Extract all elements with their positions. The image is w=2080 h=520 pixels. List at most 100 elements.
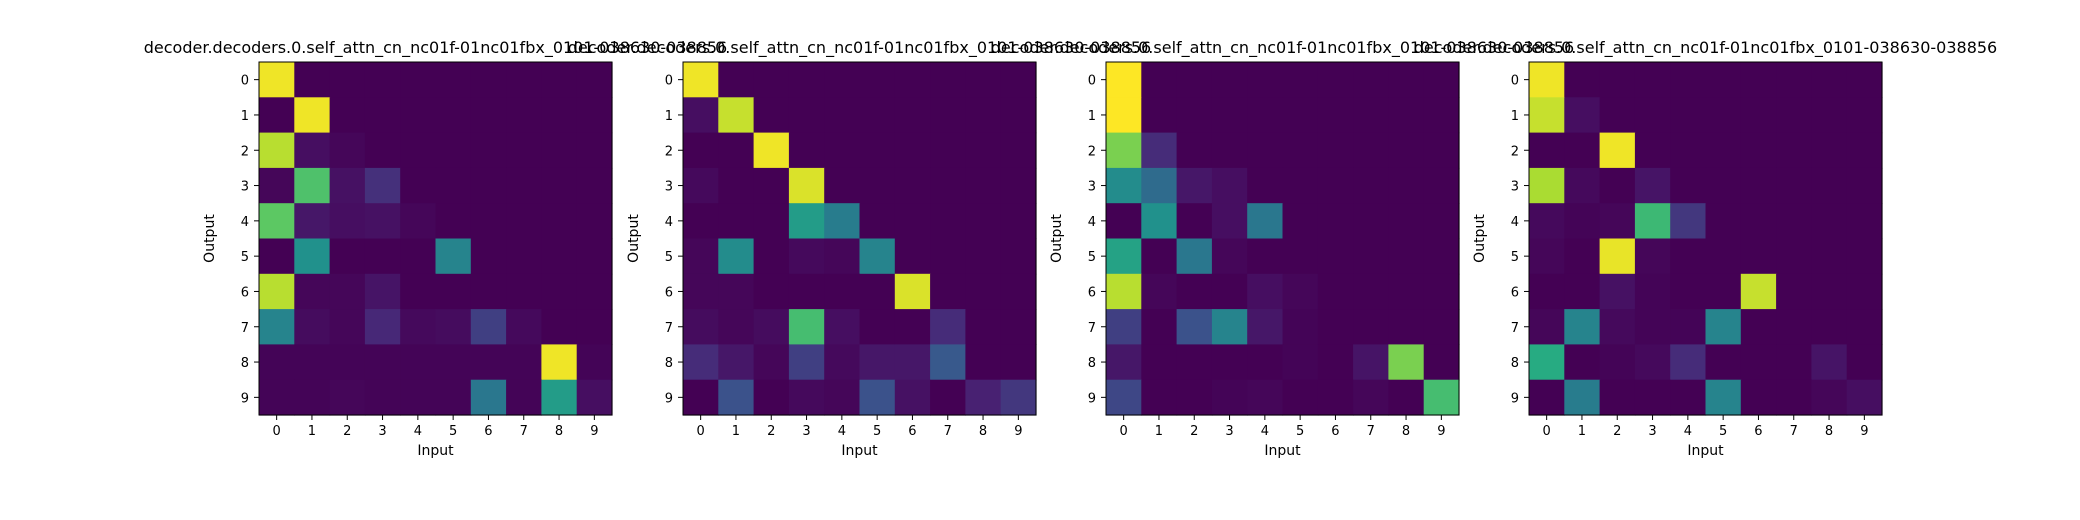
x-tick-label: 9 (1437, 424, 1445, 439)
heatmap-cell-7-5 (1705, 309, 1742, 345)
heatmap-cell-5-3 (1211, 238, 1248, 275)
heatmap-cell-0-2 (1176, 62, 1213, 98)
heatmap-cell-4-9 (1423, 203, 1460, 240)
heatmap-cell-4-5 (859, 203, 896, 240)
heatmap-cell-3-3 (364, 167, 401, 204)
heatmap-cell-4-2 (1176, 203, 1213, 240)
heatmap-cell-0-3 (1211, 62, 1248, 98)
heatmap-cell-6-7 (1353, 273, 1389, 310)
heatmap-cell-5-2 (753, 238, 790, 275)
heatmap-cell-3-2 (753, 167, 790, 204)
chart-title: decoder.decoders.0.self_attn_cn_nc01f-01… (991, 38, 1574, 58)
heatmap-cell-0-5 (859, 62, 896, 98)
heatmap-cell-8-1 (294, 344, 331, 381)
heatmap-cell-9-0 (259, 379, 295, 416)
heatmap-cell-4-8 (1811, 203, 1848, 240)
heatmap-cell-1-0 (683, 97, 719, 134)
heatmap-cell-6-7 (1776, 273, 1812, 310)
heatmap-cell-0-4 (824, 62, 861, 98)
heatmap-cell-5-7 (930, 238, 966, 275)
heatmap-cell-5-5 (1282, 238, 1319, 275)
heatmap-cell-3-8 (541, 167, 578, 204)
heatmap-cell-8-0 (683, 344, 719, 381)
x-tick-label: 4 (414, 424, 422, 439)
x-tick-label: 7 (944, 424, 952, 439)
heatmap-cell-0-9 (1423, 62, 1460, 98)
heatmap-cell-3-0 (259, 167, 295, 204)
heatmap-cell-2-3 (788, 132, 825, 169)
chart-title: decoder.decoders.0.self_attn_cn_nc01f-01… (1414, 38, 1997, 58)
heatmap-cell-7-3 (1211, 309, 1248, 345)
heatmap-cell-2-2 (1599, 132, 1636, 169)
heatmap-cell-8-4 (1247, 344, 1284, 381)
heatmap-cell-9-8 (541, 379, 578, 416)
y-axis-label: Output (202, 214, 218, 263)
y-tick-label: 6 (665, 285, 673, 300)
x-tick-label: 1 (1155, 424, 1163, 439)
heatmap-cell-4-3 (364, 203, 401, 240)
heatmap-cell-6-0 (259, 273, 295, 310)
heatmap-cell-8-3 (1211, 344, 1248, 381)
heatmap-cell-6-2 (1176, 273, 1213, 310)
heatmap-cell-8-4 (400, 344, 437, 381)
heatmap-cell-9-8 (965, 379, 1002, 416)
heatmap-cell-1-7 (930, 97, 966, 134)
heatmap-cell-9-2 (329, 379, 366, 416)
heatmap-cell-1-9 (576, 97, 613, 134)
heatmap-cell-1-9 (1846, 97, 1883, 134)
heatmap-cell-3-1 (1141, 167, 1178, 204)
heatmap-cell-4-2 (753, 203, 790, 240)
heatmap-cell-6-3 (364, 273, 401, 310)
heatmap-cell-1-8 (1811, 97, 1848, 134)
y-tick-label: 1 (241, 109, 249, 124)
x-tick-label: 0 (697, 424, 705, 439)
heatmap-cell-6-6 (470, 273, 507, 310)
heatmap-cell-7-2 (329, 309, 366, 345)
heatmap-cell-4-1 (294, 203, 331, 240)
heatmap-cell-7-3 (1634, 309, 1671, 345)
heatmap-cell-9-6 (894, 379, 931, 416)
heatmap-cell-2-0 (259, 132, 295, 169)
heatmap-cell-1-4 (400, 97, 437, 134)
heatmap-cell-8-1 (1564, 344, 1601, 381)
heatmap-cell-7-1 (718, 309, 755, 345)
heatmap-cell-6-8 (541, 273, 578, 310)
y-tick-label: 7 (241, 321, 249, 336)
heatmap-cell-5-8 (541, 238, 578, 275)
heatmap-cell-3-8 (1388, 167, 1425, 204)
x-tick-label: 3 (802, 424, 810, 439)
heatmap-cell-5-1 (294, 238, 331, 275)
heatmap-cell-6-8 (965, 273, 1002, 310)
heatmap-cell-7-5 (1282, 309, 1319, 345)
x-tick-label: 0 (1543, 424, 1551, 439)
heatmap-cell-0-4 (1247, 62, 1284, 98)
heatmap-cell-8-0 (1106, 344, 1142, 381)
heatmap-cell-5-1 (1564, 238, 1601, 275)
heatmap-cell-7-4 (824, 309, 861, 345)
heatmap-cell-2-6 (1317, 132, 1354, 169)
heatmap-cell-7-6 (470, 309, 507, 345)
x-tick-label: 6 (1331, 424, 1339, 439)
heatmap-cell-8-8 (965, 344, 1002, 381)
heatmap-cell-3-8 (1811, 167, 1848, 204)
x-tick-label: 6 (908, 424, 916, 439)
heatmap-cell-0-7 (1353, 62, 1389, 98)
heatmap-cell-8-7 (1353, 344, 1389, 381)
heatmap-cell-3-0 (1106, 167, 1142, 204)
heatmap-cell-2-6 (894, 132, 931, 169)
heatmap-cell-6-1 (1141, 273, 1178, 310)
heatmap-cell-8-9 (1000, 344, 1037, 381)
heatmap-cell-5-9 (1000, 238, 1037, 275)
heatmap-cell-1-0 (1529, 97, 1565, 134)
heatmap-cell-3-4 (824, 167, 861, 204)
heatmap-cell-0-0 (1529, 62, 1565, 98)
y-tick-label: 4 (1511, 215, 1519, 230)
heatmap-cell-2-0 (683, 132, 719, 169)
x-tick-label: 1 (308, 424, 316, 439)
heatmap-cell-2-4 (400, 132, 437, 169)
heatmap-cell-1-0 (259, 97, 295, 134)
heatmap-cell-8-4 (824, 344, 861, 381)
heatmap-cell-4-8 (965, 203, 1002, 240)
heatmap-cell-8-6 (470, 344, 507, 381)
heatmap-cell-4-2 (1599, 203, 1636, 240)
